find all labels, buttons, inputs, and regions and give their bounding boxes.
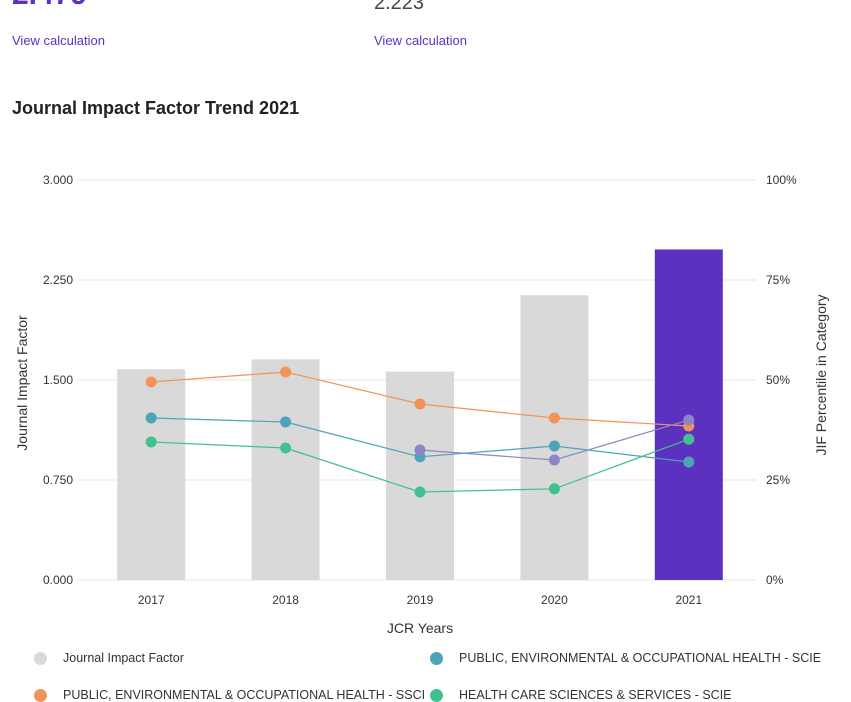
series-point-1 bbox=[280, 366, 292, 378]
legend-item-pe-oh-ssci[interactable]: PUBLIC, ENVIRONMENTAL & OCCUPATIONAL HEA… bbox=[34, 688, 425, 702]
series-point-0 bbox=[280, 416, 292, 428]
series-point-2 bbox=[145, 436, 157, 448]
legend-label: PUBLIC, ENVIRONMENTAL & OCCUPATIONAL HEA… bbox=[459, 651, 822, 665]
series-point-3 bbox=[548, 454, 560, 466]
series-point-0 bbox=[145, 412, 157, 424]
y2-tick-label: 75% bbox=[766, 273, 790, 287]
x-tick-label: 2019 bbox=[407, 593, 434, 607]
legend-item-jif[interactable]: Journal Impact Factor bbox=[34, 651, 184, 665]
chart-legend: Journal Impact Factor PUBLIC, ENVIRONMEN… bbox=[0, 642, 851, 702]
bar-series bbox=[117, 249, 723, 580]
view-calculation-link-1[interactable]: View calculation bbox=[12, 33, 105, 48]
jif-without-self-cites-value: 2.223 bbox=[374, 0, 425, 14]
series-point-1 bbox=[548, 412, 560, 424]
y-tick-label: 3.000 bbox=[43, 173, 73, 187]
y-tick-label: 2.250 bbox=[43, 273, 73, 287]
y-tick-label: 0.750 bbox=[43, 473, 73, 487]
series-point-2 bbox=[683, 433, 695, 445]
y2-tick-label: 0% bbox=[766, 573, 784, 587]
series-point-0 bbox=[683, 456, 695, 468]
bar-2017 bbox=[117, 369, 186, 580]
legend-marker bbox=[34, 651, 47, 665]
jif-value: 2.479 bbox=[12, 0, 87, 12]
series-point-2 bbox=[548, 483, 560, 495]
legend-label: HEALTH CARE SCIENCES & SERVICES - SCIE bbox=[459, 688, 732, 702]
y-tick-label: 0.000 bbox=[43, 573, 73, 587]
axes: 0.000 0.750 1.500 2.250 3.000 0% 25% 50% 75% 100%… bbox=[14, 173, 829, 636]
y2-tick-label: 100% bbox=[766, 173, 797, 187]
legend-marker bbox=[430, 688, 443, 702]
y2-axis-title: JIF Percentile in Category bbox=[813, 294, 829, 455]
x-tick-label: 2018 bbox=[272, 593, 299, 607]
legend-marker bbox=[430, 651, 443, 665]
series-point-2 bbox=[280, 442, 292, 454]
x-tick-label: 2020 bbox=[541, 593, 568, 607]
legend-label: PUBLIC, ENVIRONMENTAL & OCCUPATIONAL HEA… bbox=[63, 688, 426, 702]
jif-trend-chart: 0.000 0.750 1.500 2.250 3.000 0% 25% 50% 75% 100%… bbox=[14, 173, 829, 636]
series-point-3 bbox=[414, 444, 426, 456]
bar-2018 bbox=[251, 359, 320, 580]
y-axis-title: Journal Impact Factor bbox=[14, 315, 30, 451]
bar-2020 bbox=[520, 295, 589, 580]
legend-item-hcss-scie[interactable]: HEALTH CARE SCIENCES & SERVICES - SCIE bbox=[430, 688, 732, 702]
series-point-1 bbox=[414, 398, 426, 410]
series-point-2 bbox=[414, 486, 426, 498]
x-tick-label: 2021 bbox=[675, 593, 702, 607]
percentile-lines bbox=[145, 366, 695, 498]
series-point-0 bbox=[548, 440, 560, 452]
view-calculation-link-2[interactable]: View calculation bbox=[374, 33, 467, 48]
y2-tick-label: 50% bbox=[766, 373, 790, 387]
y-tick-label: 1.500 bbox=[43, 373, 73, 387]
legend-marker bbox=[34, 688, 47, 702]
y2-tick-label: 25% bbox=[766, 473, 790, 487]
chart-section-title: Journal Impact Factor Trend 2021 bbox=[12, 98, 300, 118]
legend-label: Journal Impact Factor bbox=[63, 651, 184, 665]
x-tick-label: 2017 bbox=[138, 593, 165, 607]
legend-item-pe-oh-scie[interactable]: PUBLIC, ENVIRONMENTAL & OCCUPATIONAL HEA… bbox=[430, 651, 821, 665]
series-point-3 bbox=[683, 414, 695, 426]
series-point-1 bbox=[145, 376, 157, 388]
x-axis-title: JCR Years bbox=[387, 620, 453, 636]
